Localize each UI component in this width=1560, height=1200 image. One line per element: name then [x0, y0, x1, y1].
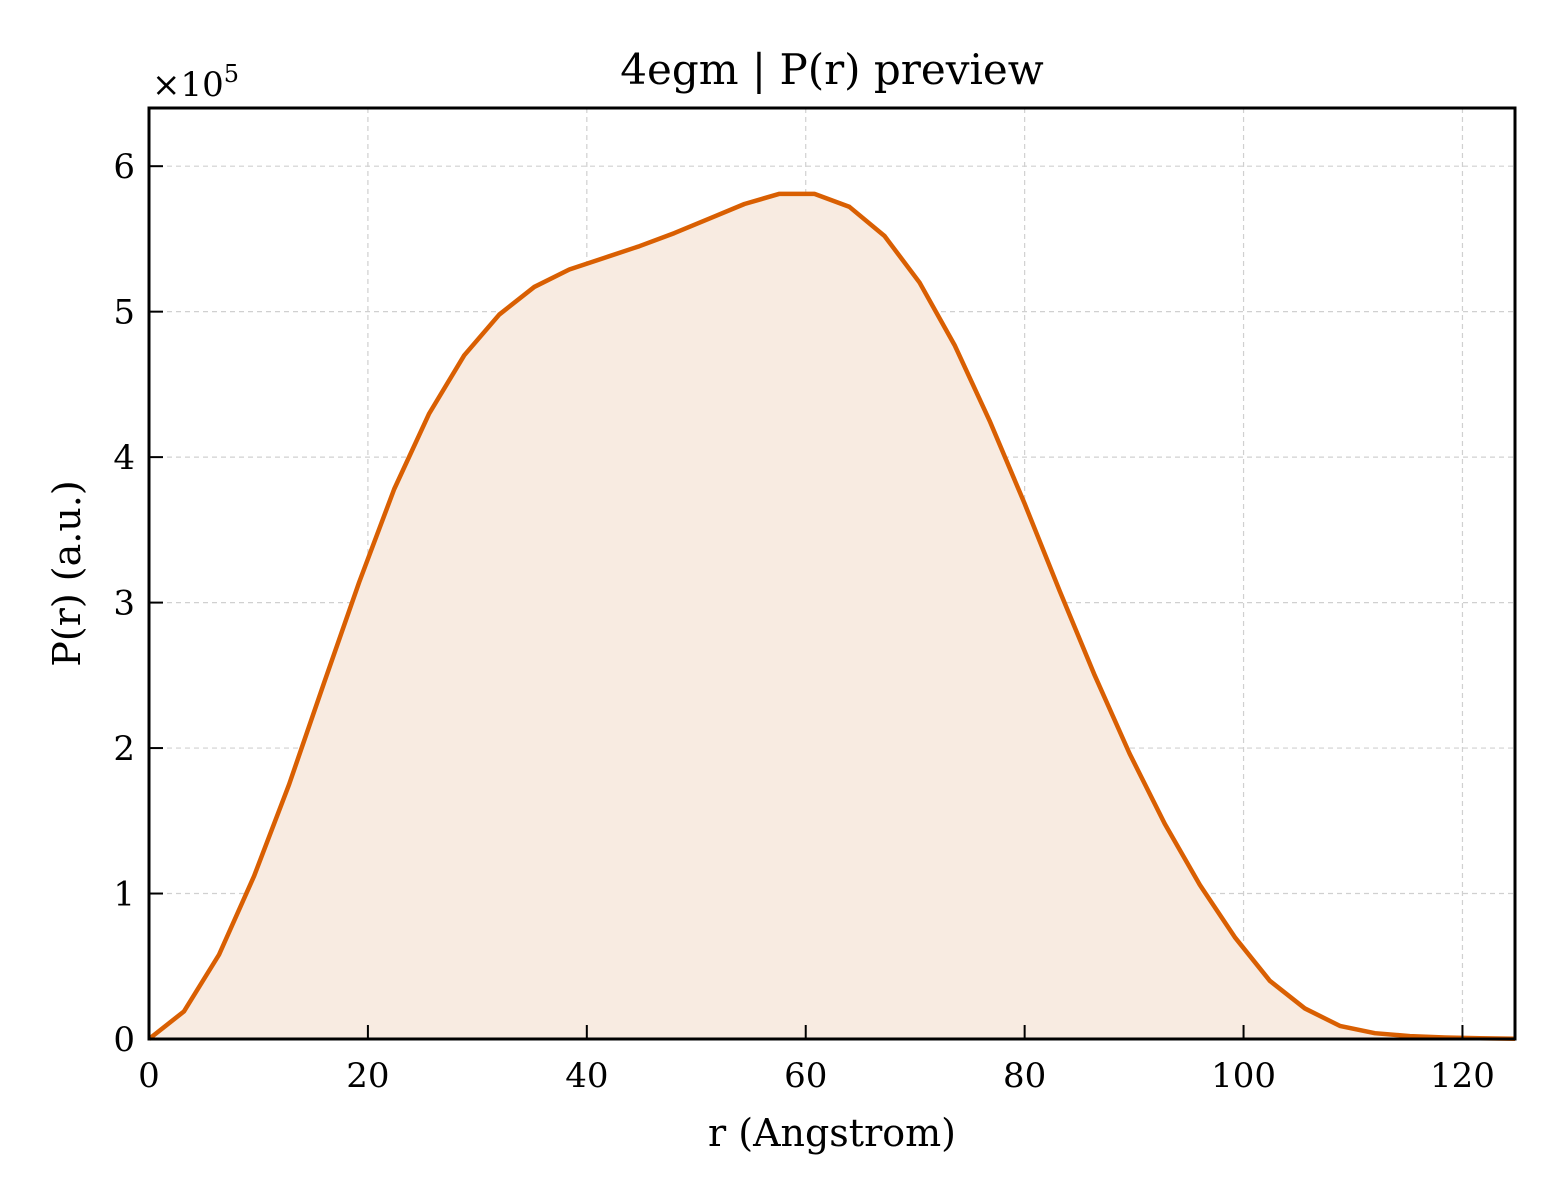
- y-tick-label: 4: [113, 438, 135, 478]
- y-tick-label: 3: [113, 584, 135, 624]
- y-axis-label: P(r) (a.u.): [45, 480, 89, 666]
- chart-title: 4egm | P(r) preview: [620, 45, 1043, 94]
- area-fill: [149, 193, 1515, 1039]
- x-tick-label: 20: [346, 1056, 389, 1096]
- x-tick-label: 80: [1003, 1056, 1046, 1096]
- x-tick-label: 0: [138, 1056, 160, 1096]
- x-axis-label: r (Angstrom): [708, 1111, 956, 1155]
- x-tick-label: 100: [1211, 1056, 1276, 1096]
- y-tick-label: 6: [113, 147, 135, 187]
- y-tick-label: 5: [113, 293, 135, 333]
- y-axis-multiplier: ×105: [152, 60, 239, 105]
- y-tick-label: 0: [113, 1020, 135, 1060]
- y-tick-label: 1: [113, 875, 135, 915]
- axis-ticks: 0 20 40 60 80 100 120 0 1 2 3 4 5 6: [113, 147, 1495, 1096]
- series-line: [147, 191, 1516, 1041]
- y-tick-label: 2: [113, 729, 135, 769]
- x-tick-label: 60: [784, 1056, 827, 1096]
- x-tick-label: 40: [565, 1056, 608, 1096]
- y-axis-multiplier-exponent: 5: [224, 60, 239, 88]
- x-tick-label: 120: [1430, 1056, 1495, 1096]
- y-axis-multiplier-base: ×10: [152, 65, 224, 105]
- plot-frame: [147, 106, 1517, 1041]
